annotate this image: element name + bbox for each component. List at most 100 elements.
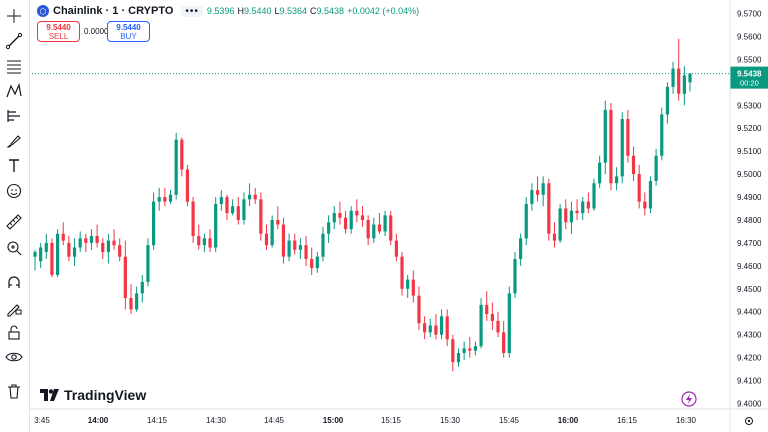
price-tick-label: 9.4700 xyxy=(737,239,762,248)
candle xyxy=(202,233,206,253)
sell-label: SELL xyxy=(48,32,69,41)
candle xyxy=(547,178,551,241)
sell-button[interactable]: 9.5440 SELL xyxy=(37,21,80,42)
candle xyxy=(411,270,415,303)
candle xyxy=(89,229,94,250)
candle xyxy=(535,176,540,202)
candle xyxy=(394,233,398,262)
candle xyxy=(648,176,653,214)
settings-icon[interactable] xyxy=(745,417,753,425)
fib-retracement-icon[interactable] xyxy=(3,55,25,77)
zoom-in-icon[interactable] xyxy=(3,237,25,259)
open-value: 9.5396 xyxy=(206,6,235,16)
magnet-icon[interactable] xyxy=(3,272,25,294)
candle xyxy=(677,38,681,101)
candle xyxy=(264,224,269,250)
price-tick-label: 9.5100 xyxy=(737,147,762,156)
candle xyxy=(643,192,647,216)
candle xyxy=(614,167,619,191)
candle xyxy=(95,224,99,248)
more-options-button[interactable]: ••• xyxy=(181,5,203,17)
emoji-icon[interactable] xyxy=(3,180,25,202)
price-tick-label: 9.4100 xyxy=(737,377,762,386)
price-tick-label: 9.4200 xyxy=(737,354,762,363)
trash-icon[interactable] xyxy=(3,380,25,402)
buy-label: BUY xyxy=(120,32,137,41)
lock-drawing-icon[interactable] xyxy=(3,297,25,319)
candle xyxy=(620,112,624,184)
current-price-label: 9.5438 xyxy=(737,70,762,79)
candle xyxy=(682,66,686,106)
candle xyxy=(298,238,302,259)
time-tick-label: 14:30 xyxy=(206,416,227,425)
candle xyxy=(552,222,557,248)
candle xyxy=(185,164,190,207)
candle xyxy=(310,247,314,276)
crosshair-icon[interactable] xyxy=(3,5,25,27)
candle xyxy=(665,82,670,124)
chainlink-logo-icon: ⬡ xyxy=(37,5,49,17)
candle xyxy=(338,201,342,225)
candle xyxy=(456,348,461,367)
candle xyxy=(513,252,517,298)
buy-button[interactable]: 9.5440 BUY xyxy=(107,21,150,42)
axis-borders xyxy=(29,0,768,432)
candle xyxy=(276,206,280,230)
candle xyxy=(106,233,111,264)
close-value: 9.5438 xyxy=(316,6,345,16)
candle xyxy=(327,215,331,243)
time-axis[interactable]: 3:45 14:00 14:15 14:30 14:45 15:00 15:15 15:30 1… xyxy=(34,416,696,425)
candle xyxy=(39,242,43,269)
brush-icon[interactable] xyxy=(3,130,25,152)
symbol-header: ⬡ Chainlink · 1 · CRYPTO ••• 9.5396 H9.54… xyxy=(37,3,422,19)
price-tick-label: 9.4600 xyxy=(737,262,762,271)
candle xyxy=(270,215,274,248)
time-tick-label: 16:15 xyxy=(617,416,638,425)
candle xyxy=(140,275,144,303)
time-tick-label: 15:30 xyxy=(440,416,461,425)
ruler-icon[interactable] xyxy=(3,211,25,233)
candle xyxy=(157,187,161,211)
candle xyxy=(247,183,252,207)
candle xyxy=(44,233,48,259)
low-label: L xyxy=(274,6,280,16)
candle xyxy=(423,316,427,340)
tradingview-logo[interactable]: TradingView xyxy=(40,387,146,403)
price-tick-label: 9.4000 xyxy=(737,400,762,409)
candle xyxy=(349,206,353,234)
candle xyxy=(406,275,410,298)
countdown-label: 00:20 xyxy=(740,79,759,88)
change-value: +0.0042 (+0.04%) xyxy=(347,6,420,16)
candle xyxy=(174,132,178,200)
symbol-title[interactable]: Chainlink · 1 · CRYPTO xyxy=(53,5,174,17)
candle xyxy=(55,229,60,278)
candle xyxy=(33,249,37,271)
trend-line-icon[interactable] xyxy=(3,30,25,52)
price-tick-label: 9.4500 xyxy=(737,285,762,294)
time-tick-label: 14:15 xyxy=(147,416,168,425)
eye-icon[interactable] xyxy=(3,346,25,368)
lock-icon[interactable] xyxy=(3,322,25,344)
candle xyxy=(168,190,173,204)
low-value: 9.5364 xyxy=(279,6,308,16)
candle xyxy=(287,233,291,262)
candle xyxy=(355,199,359,223)
candle xyxy=(507,286,511,358)
candle xyxy=(135,286,139,312)
pattern-icon[interactable] xyxy=(3,80,25,102)
candle xyxy=(592,178,596,211)
time-tick-label: 16:00 xyxy=(558,416,579,425)
candle xyxy=(332,206,336,230)
candle xyxy=(496,311,500,337)
text-icon[interactable] xyxy=(3,155,25,177)
candle xyxy=(50,238,54,278)
drawing-toolbar xyxy=(0,0,30,432)
lightning-icon[interactable] xyxy=(681,391,697,407)
price-tick-label: 9.4900 xyxy=(737,193,762,202)
candle xyxy=(219,190,223,211)
prediction-icon[interactable] xyxy=(3,105,25,127)
candle xyxy=(84,233,88,253)
time-tick-label: 3:45 xyxy=(34,416,50,425)
